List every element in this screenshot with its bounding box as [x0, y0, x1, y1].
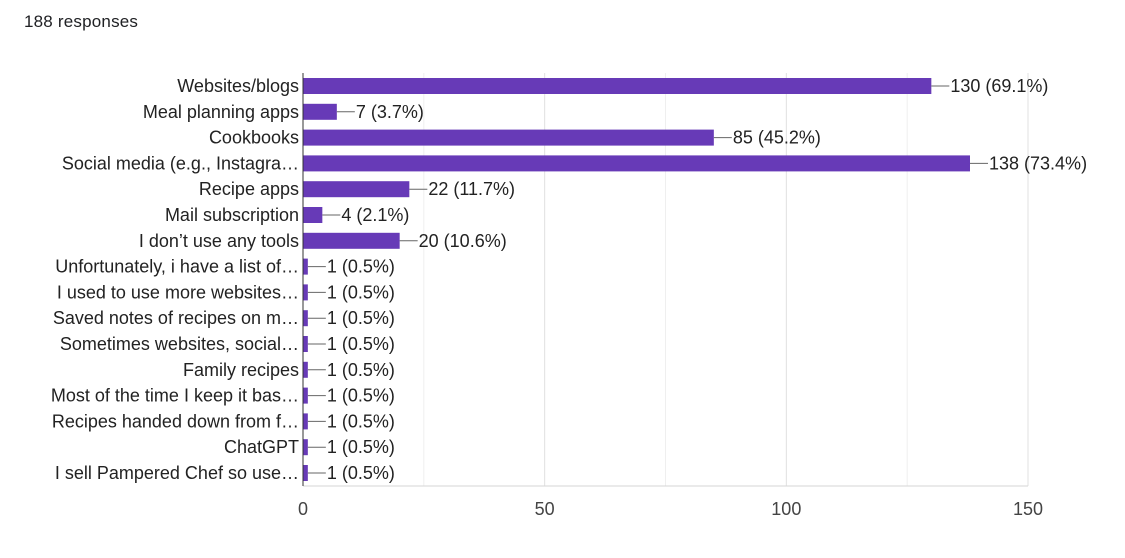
bar	[303, 207, 323, 223]
x-tick-label: 100	[771, 499, 801, 519]
data-label: 20 (10.6%)	[419, 231, 507, 251]
bar	[303, 232, 400, 249]
bar	[303, 465, 308, 481]
category-label: ChatGPT	[224, 437, 299, 457]
bar	[303, 361, 308, 378]
data-label: 1 (0.5%)	[327, 334, 395, 354]
bar	[303, 387, 308, 404]
bar	[303, 181, 410, 198]
data-label: 1 (0.5%)	[327, 437, 395, 457]
data-label: 1 (0.5%)	[327, 386, 395, 406]
category-label: Cookbooks	[209, 128, 299, 148]
category-label: Saved notes of recipes on m…	[53, 308, 299, 328]
category-label: Recipe apps	[199, 179, 299, 199]
bar	[303, 155, 970, 172]
category-label: Social media (e.g., Instagra…	[62, 153, 299, 173]
category-label: I used to use more websites…	[57, 282, 299, 302]
data-label: 7 (3.7%)	[356, 102, 424, 122]
x-tick-label: 0	[298, 499, 308, 519]
category-label: Sometimes websites, social…	[60, 334, 299, 354]
bar	[303, 78, 932, 94]
category-label: Most of the time I keep it bas…	[51, 386, 299, 406]
bar	[303, 336, 308, 352]
category-label: I sell Pampered Chef so use…	[55, 463, 299, 483]
data-label: 4 (2.1%)	[341, 205, 409, 225]
response-count: 188 responses	[24, 12, 139, 31]
bars	[303, 78, 970, 481]
data-label: 1 (0.5%)	[327, 257, 395, 277]
category-label: Recipes handed down from f…	[52, 411, 299, 431]
category-label: Meal planning apps	[143, 102, 299, 122]
x-tick-label: 50	[535, 499, 555, 519]
data-label: 1 (0.5%)	[327, 360, 395, 380]
bar	[303, 413, 308, 430]
bar	[303, 103, 337, 120]
data-label: 1 (0.5%)	[327, 411, 395, 431]
category-label: Unfortunately, i have a list of…	[55, 257, 299, 277]
category-label: Family recipes	[183, 360, 299, 380]
data-label: 130 (69.1%)	[950, 76, 1048, 96]
bar	[303, 129, 714, 146]
bar	[303, 284, 308, 301]
bar	[303, 258, 308, 275]
data-label: 85 (45.2%)	[733, 128, 821, 148]
category-label: Websites/blogs	[177, 76, 299, 96]
data-label: 22 (11.7%)	[428, 179, 515, 199]
x-tick-label: 150	[1013, 499, 1043, 519]
labels: Websites/blogs 130 (69.1%) Meal planning a…	[51, 76, 1087, 483]
bar	[303, 310, 308, 327]
category-label: Mail subscription	[165, 205, 299, 225]
data-label: 1 (0.5%)	[327, 463, 395, 483]
category-label: I don’t use any tools	[139, 231, 299, 251]
data-label: 1 (0.5%)	[327, 282, 395, 302]
data-label: 138 (73.4%)	[989, 153, 1087, 173]
data-label: 1 (0.5%)	[327, 308, 395, 328]
bar	[303, 439, 308, 456]
axes: 0 50 100 150	[298, 73, 1043, 519]
